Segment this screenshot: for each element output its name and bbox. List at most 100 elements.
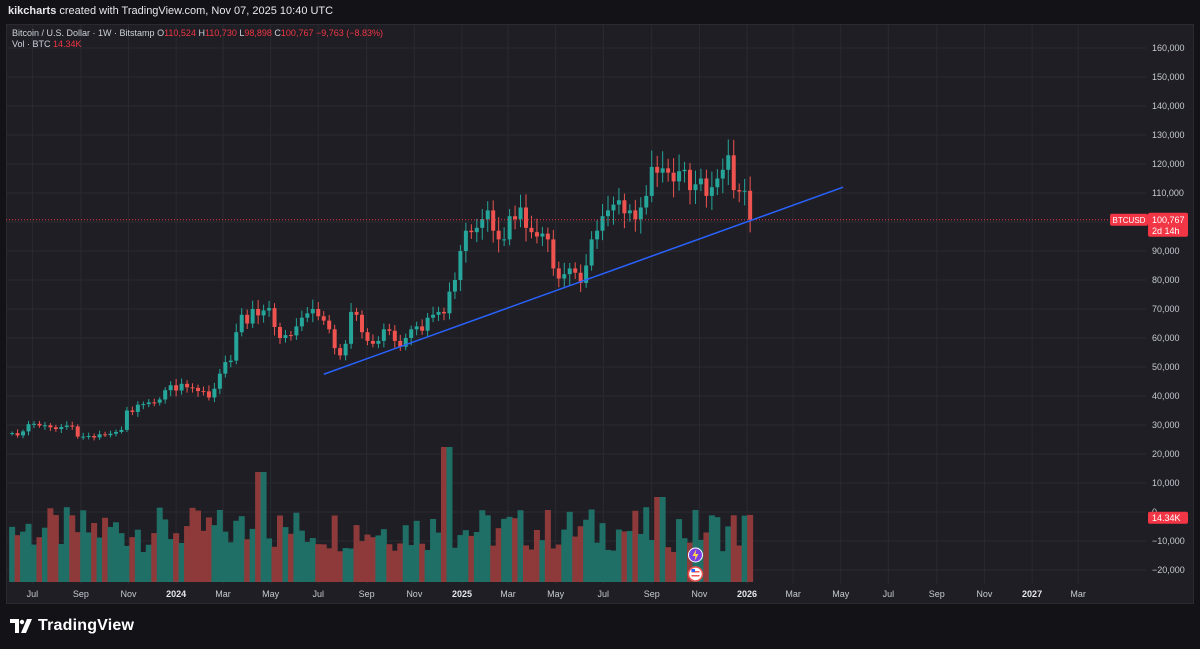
x-tick-label: May bbox=[832, 589, 850, 599]
volume-bar bbox=[107, 526, 114, 582]
volume-bar bbox=[320, 544, 327, 582]
candle-body bbox=[42, 425, 47, 427]
symbol-label: Bitcoin / U.S. Dollar · 1W · Bitstamp bbox=[12, 28, 155, 38]
volume-bar bbox=[588, 509, 595, 582]
volume-bar bbox=[594, 542, 601, 582]
volume-bar bbox=[156, 507, 163, 582]
volume-bar bbox=[626, 530, 633, 582]
volume-bar bbox=[80, 510, 87, 582]
candle-body bbox=[277, 326, 282, 338]
volume-bar bbox=[736, 545, 743, 582]
volume-bar bbox=[304, 541, 311, 582]
candle-body bbox=[195, 387, 200, 392]
candle-body bbox=[387, 329, 392, 331]
volume-bar bbox=[747, 514, 754, 582]
y-tick-label: −10,000 bbox=[1152, 536, 1185, 546]
volume-bar bbox=[397, 543, 404, 582]
y-tick-label: 30,000 bbox=[1152, 420, 1180, 430]
candle-body bbox=[502, 239, 507, 241]
candle-body bbox=[190, 387, 195, 389]
candle-body bbox=[600, 216, 605, 231]
volume-bar bbox=[402, 525, 409, 582]
volume-bar bbox=[637, 533, 644, 582]
candle-body bbox=[332, 329, 337, 349]
candle-body bbox=[720, 169, 725, 179]
flag-stripe bbox=[691, 575, 700, 577]
volume-bar bbox=[561, 529, 568, 582]
chart-panel[interactable] bbox=[6, 24, 1194, 604]
volume-bar bbox=[528, 549, 535, 582]
y-tick-label: 70,000 bbox=[1152, 304, 1180, 314]
volume-bar bbox=[58, 543, 65, 582]
volume-bar bbox=[309, 538, 316, 582]
y-tick-label: 110,000 bbox=[1152, 188, 1184, 198]
volume-bar bbox=[276, 515, 283, 582]
candle-body bbox=[441, 311, 446, 314]
flag-stripe bbox=[691, 571, 700, 573]
candle-body bbox=[10, 433, 15, 435]
candle-body bbox=[513, 216, 518, 220]
candle-body bbox=[469, 230, 474, 233]
volume-bar bbox=[375, 535, 382, 582]
x-tick-label: Nov bbox=[691, 589, 708, 599]
candle-body bbox=[463, 230, 468, 251]
x-tick-label: Nov bbox=[406, 589, 423, 599]
chart-attribution: kikcharts created with TradingView.com, … bbox=[8, 5, 334, 17]
volume-bar bbox=[501, 518, 508, 582]
volume-bar bbox=[648, 539, 655, 582]
volume-bar bbox=[140, 551, 147, 582]
volume-bar bbox=[419, 543, 426, 582]
candle-body bbox=[97, 434, 102, 438]
volume-bar bbox=[167, 539, 174, 582]
candle-body bbox=[108, 433, 113, 436]
volume-bar bbox=[659, 497, 666, 582]
volume-bar bbox=[52, 515, 59, 582]
y-tick-label: 10,000 bbox=[1152, 478, 1180, 488]
candle-body bbox=[157, 399, 162, 403]
candle-body bbox=[168, 385, 173, 391]
volume-bar bbox=[14, 535, 21, 582]
candle-body bbox=[261, 310, 266, 316]
x-tick-label: Mar bbox=[500, 589, 516, 599]
candle-body bbox=[119, 429, 124, 432]
candle-body bbox=[709, 187, 714, 196]
volume-bar bbox=[391, 550, 398, 582]
x-tick-label: 2026 bbox=[737, 589, 757, 599]
candle-body bbox=[288, 335, 293, 337]
candle-body bbox=[174, 385, 179, 391]
volume-bar bbox=[298, 530, 305, 582]
candle-body bbox=[420, 326, 425, 331]
candle-body bbox=[480, 219, 485, 228]
volume-bar bbox=[238, 516, 245, 582]
volume-bar bbox=[36, 537, 43, 582]
x-tick-label: Jul bbox=[883, 589, 895, 599]
x-tick-label: May bbox=[262, 589, 280, 599]
lightning-glyph bbox=[692, 549, 699, 561]
ticker-tag bbox=[1110, 213, 1148, 226]
volume-bar bbox=[271, 546, 278, 582]
candle-body bbox=[321, 316, 326, 321]
volume-bar bbox=[490, 545, 497, 582]
volume-bar bbox=[566, 511, 573, 582]
volume-bar bbox=[227, 542, 234, 582]
tradingview-logo[interactable]: TradingView bbox=[10, 617, 134, 635]
volume-bar bbox=[151, 533, 158, 582]
candle-body bbox=[70, 425, 75, 427]
candle-body bbox=[223, 362, 228, 374]
trend-line[interactable] bbox=[323, 186, 844, 375]
candle-body bbox=[305, 313, 310, 318]
candle-body bbox=[103, 434, 108, 436]
volume-bar bbox=[255, 472, 262, 582]
candle-body bbox=[436, 311, 441, 315]
y-tick-label: 60,000 bbox=[1152, 333, 1180, 343]
candle-body bbox=[256, 309, 261, 316]
y-tick-label: 90,000 bbox=[1152, 246, 1180, 256]
candle-body bbox=[693, 184, 698, 191]
volume-bar bbox=[484, 515, 491, 582]
volume-bar bbox=[676, 519, 683, 582]
volume-bar bbox=[473, 532, 480, 582]
us-flag-event-icon[interactable] bbox=[687, 566, 704, 582]
x-tick-label: Sep bbox=[359, 589, 375, 599]
candle-body bbox=[496, 230, 501, 240]
